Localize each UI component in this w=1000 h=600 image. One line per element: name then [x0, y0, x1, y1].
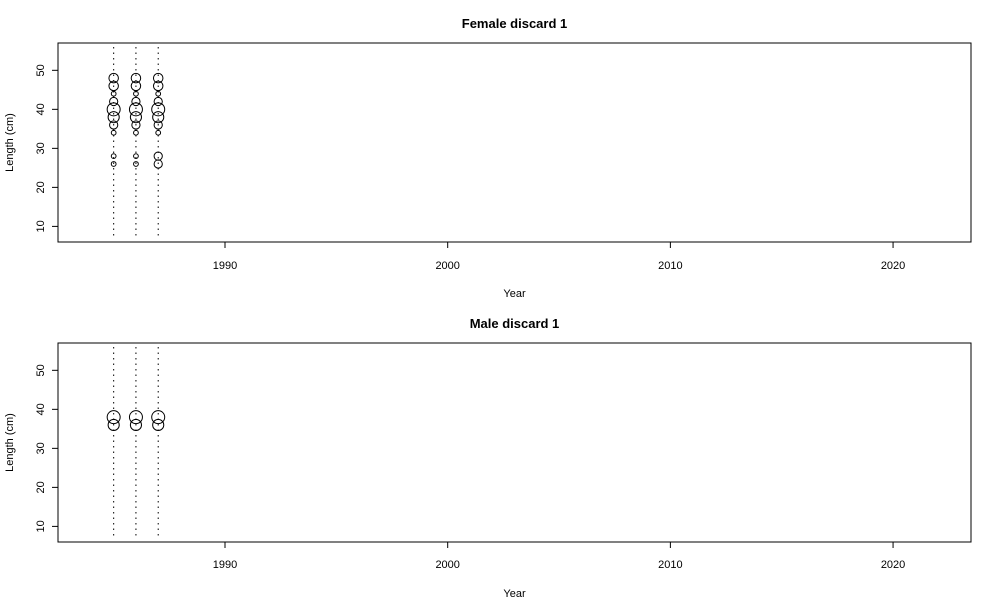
bubble-point	[131, 120, 141, 130]
x-tick-label: 2020	[881, 260, 905, 272]
bubble-point	[152, 72, 164, 84]
bubble-point	[110, 161, 117, 167]
y-tick-label: 40	[35, 403, 47, 415]
bubble-point	[151, 102, 166, 117]
bubble-point	[151, 410, 166, 425]
bubble-point	[128, 410, 143, 425]
bubble-point	[109, 96, 119, 107]
bubble-point	[152, 418, 165, 432]
bubble-point	[152, 80, 164, 92]
bubble-point	[152, 111, 165, 124]
bubble-point	[108, 80, 119, 92]
chart-panel-2: Male discard 1 1990 2000 2010 2020 10 20 30 40 50…	[4, 316, 972, 600]
bubble-point	[106, 410, 121, 425]
bubble-point	[109, 120, 119, 130]
bubble-point	[129, 418, 143, 432]
chart-panel-1: Female discard 1 1990 2000 2010 2020 10 20 30 40…	[4, 16, 972, 300]
bubble-point	[133, 153, 139, 160]
x-tick-label: 2010	[658, 260, 682, 272]
y-axis-label: Length (cm)	[4, 113, 16, 172]
x-tick-label: 1990	[213, 559, 237, 571]
bubble-point	[133, 161, 139, 167]
y-tick-label: 10	[35, 220, 47, 232]
chart-title: Male discard 1	[470, 316, 560, 331]
bubble-point	[155, 90, 162, 97]
x-tick-label: 2020	[881, 559, 905, 571]
y-tick-label: 50	[35, 364, 47, 376]
bubble-point	[108, 72, 119, 84]
bubble-point	[133, 90, 139, 97]
bubble-point	[153, 120, 163, 130]
bubble-point	[107, 111, 120, 124]
bubble-point	[130, 80, 142, 92]
x-tick-label: 2010	[658, 559, 682, 571]
bubble-point	[133, 129, 139, 136]
x-tick-label: 1990	[213, 260, 237, 272]
y-tick-label: 10	[35, 520, 47, 532]
bubble-point	[130, 72, 142, 84]
x-tick-label: 2000	[435, 260, 459, 272]
bubble-point	[106, 102, 121, 117]
bubble-point	[129, 111, 143, 124]
bubble-point	[107, 418, 120, 432]
plot-frame	[57, 42, 972, 243]
bubble-point	[110, 153, 117, 160]
y-tick-label: 40	[35, 103, 47, 115]
x-axis-label: Year	[503, 588, 526, 600]
bubble-point	[153, 96, 163, 107]
y-tick-label: 50	[35, 64, 47, 76]
y-tick-label: 20	[35, 481, 47, 493]
x-axis-label: Year	[503, 288, 526, 300]
chart-title: Female discard 1	[462, 16, 568, 31]
y-tick-label: 30	[35, 142, 47, 154]
y-tick-label: 30	[35, 442, 47, 454]
bubble-point	[110, 129, 117, 136]
bubble-point	[110, 90, 117, 97]
bubble-point	[131, 96, 141, 107]
y-axis-label: Length (cm)	[4, 413, 16, 472]
bubble-point	[128, 102, 143, 117]
x-tick-label: 2000	[435, 559, 459, 571]
bubble-point	[155, 129, 162, 136]
plot-frame	[57, 342, 972, 543]
y-tick-label: 20	[35, 181, 47, 193]
bubble-point	[153, 151, 163, 161]
